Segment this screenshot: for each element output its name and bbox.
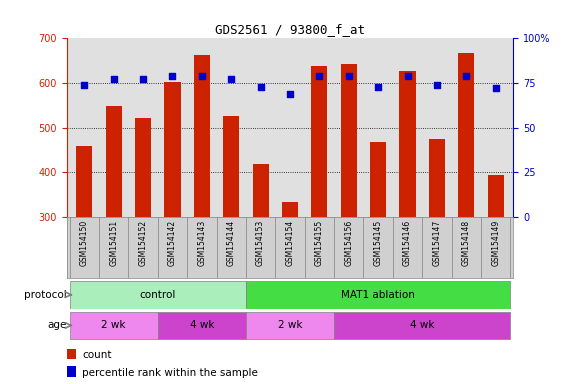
Text: GSM154150: GSM154150 bbox=[80, 220, 89, 266]
Text: 2 wk: 2 wk bbox=[102, 320, 126, 331]
Point bbox=[285, 91, 295, 97]
Text: GSM154145: GSM154145 bbox=[374, 220, 383, 266]
Bar bbox=[70, 312, 158, 339]
Text: GSM154154: GSM154154 bbox=[285, 220, 295, 266]
Point bbox=[227, 76, 236, 83]
Bar bbox=[246, 281, 510, 309]
Text: count: count bbox=[82, 350, 112, 360]
Bar bbox=[340, 64, 357, 217]
Bar bbox=[252, 164, 269, 217]
Bar bbox=[70, 281, 246, 309]
Text: GSM154147: GSM154147 bbox=[433, 220, 441, 266]
Bar bbox=[400, 71, 416, 217]
Text: GSM154142: GSM154142 bbox=[168, 220, 177, 266]
Point bbox=[79, 82, 89, 88]
Text: 4 wk: 4 wk bbox=[410, 320, 434, 331]
Bar bbox=[458, 53, 474, 217]
Text: GSM154153: GSM154153 bbox=[256, 220, 265, 266]
Text: GSM154155: GSM154155 bbox=[315, 220, 324, 266]
Bar bbox=[488, 175, 504, 217]
Bar bbox=[67, 366, 76, 377]
Point bbox=[462, 73, 471, 79]
Bar bbox=[164, 82, 180, 217]
Text: 4 wk: 4 wk bbox=[190, 320, 214, 331]
Bar bbox=[135, 118, 151, 217]
Text: GSM154156: GSM154156 bbox=[345, 220, 353, 266]
Bar bbox=[334, 312, 510, 339]
Bar bbox=[194, 55, 210, 217]
Text: protocol: protocol bbox=[24, 290, 67, 300]
Point bbox=[168, 73, 177, 79]
Point bbox=[432, 82, 441, 88]
Bar bbox=[106, 106, 122, 217]
Text: control: control bbox=[140, 290, 176, 300]
Text: 2 wk: 2 wk bbox=[278, 320, 302, 331]
Text: MAT1 ablation: MAT1 ablation bbox=[341, 290, 415, 300]
Title: GDS2561 / 93800_f_at: GDS2561 / 93800_f_at bbox=[215, 23, 365, 36]
Point bbox=[374, 84, 383, 90]
Bar bbox=[282, 202, 298, 217]
Point bbox=[256, 84, 265, 90]
Text: GSM154151: GSM154151 bbox=[109, 220, 118, 266]
Point bbox=[139, 76, 148, 83]
Bar bbox=[76, 146, 92, 217]
Bar bbox=[370, 142, 386, 217]
Text: GSM154144: GSM154144 bbox=[227, 220, 235, 266]
Text: GSM154152: GSM154152 bbox=[139, 220, 147, 266]
Bar bbox=[158, 312, 246, 339]
Point bbox=[344, 73, 353, 79]
Bar bbox=[311, 66, 328, 217]
Point bbox=[109, 76, 118, 83]
Point bbox=[197, 73, 206, 79]
Point bbox=[403, 73, 412, 79]
Point bbox=[315, 73, 324, 79]
Point bbox=[491, 85, 501, 91]
Bar bbox=[246, 312, 334, 339]
Bar bbox=[223, 116, 240, 217]
Text: GSM154146: GSM154146 bbox=[403, 220, 412, 266]
Text: GSM154149: GSM154149 bbox=[491, 220, 500, 266]
Bar bbox=[67, 349, 76, 359]
Text: GSM154148: GSM154148 bbox=[462, 220, 471, 266]
Text: percentile rank within the sample: percentile rank within the sample bbox=[82, 367, 258, 377]
Bar bbox=[429, 139, 445, 217]
Text: GSM154143: GSM154143 bbox=[197, 220, 206, 266]
Text: age: age bbox=[48, 320, 67, 331]
